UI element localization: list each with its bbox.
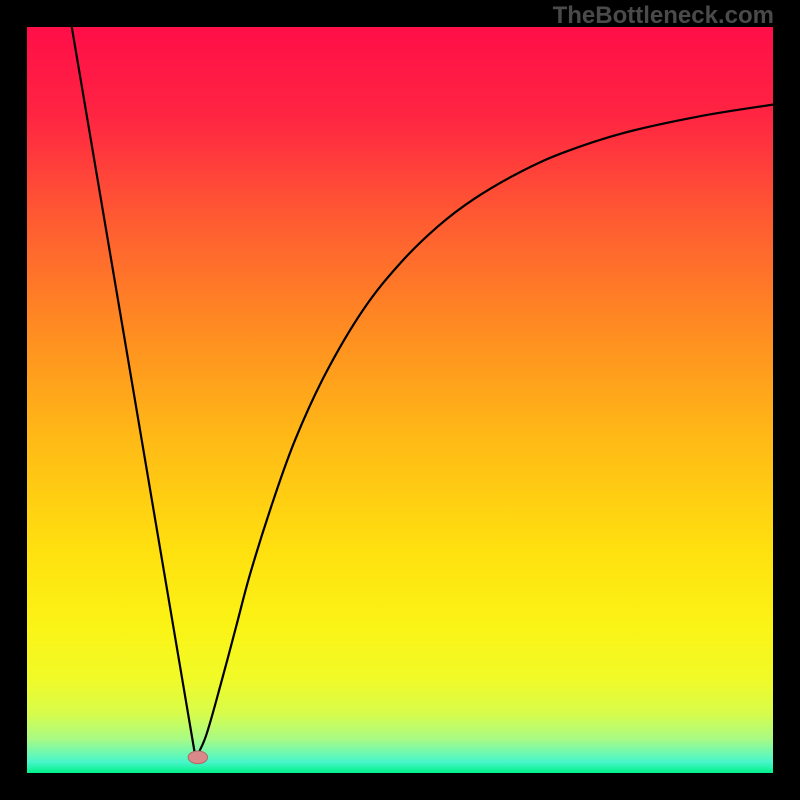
plot-area [27, 27, 773, 773]
left-branch-line [72, 27, 196, 758]
attribution-label: TheBottleneck.com [553, 2, 774, 30]
curve-svg [27, 27, 773, 773]
minimum-marker [188, 751, 207, 764]
chart-frame: TheBottleneck.com [0, 0, 800, 800]
right-branch-curve [196, 105, 773, 758]
